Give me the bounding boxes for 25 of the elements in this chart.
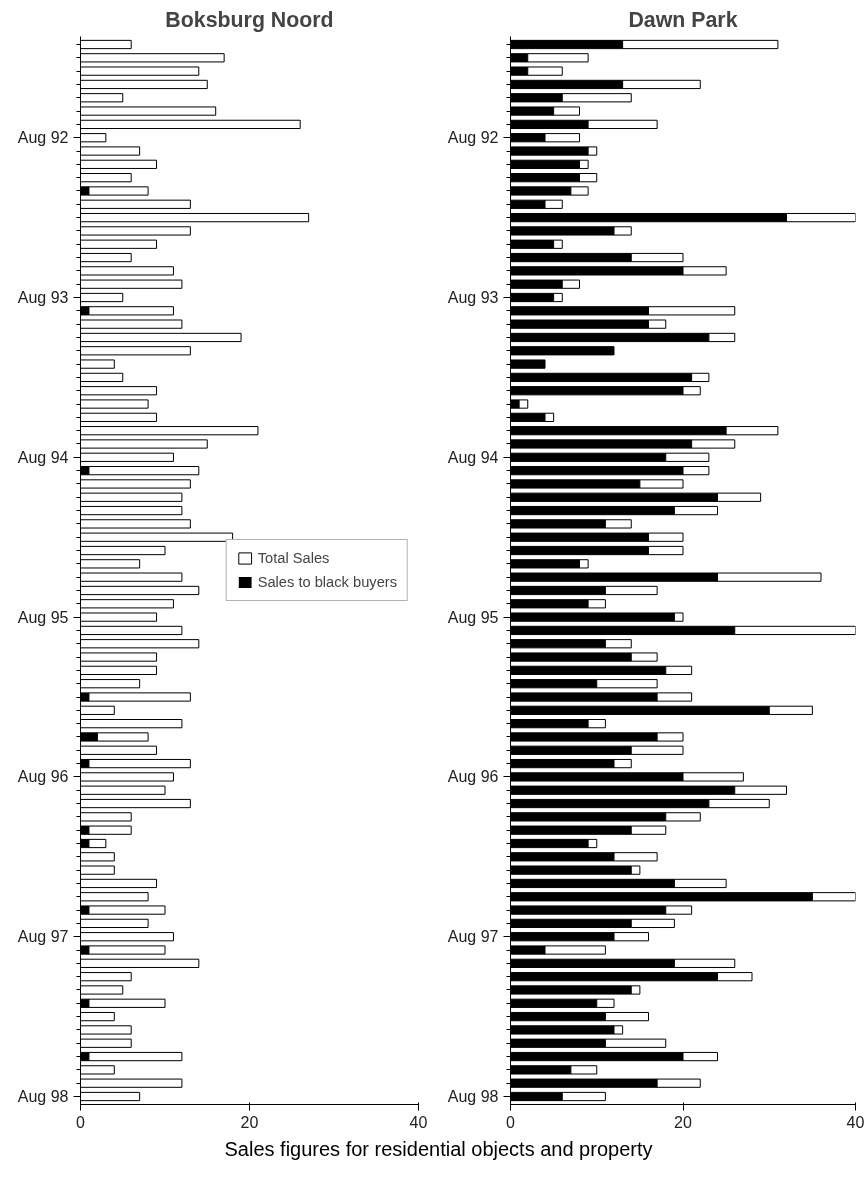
y-tick-label: Aug 94 — [17, 448, 69, 466]
x-tick-label: 20 — [674, 1113, 692, 1131]
y-tick-label: Aug 96 — [447, 768, 499, 786]
chart-title: Dawn Park — [628, 7, 738, 32]
y-tick-label: Aug 94 — [447, 448, 499, 466]
y-tick-label: Aug 93 — [447, 289, 499, 307]
y-tick-label: Aug 98 — [17, 1088, 69, 1106]
y-tick-label: Aug 95 — [447, 608, 499, 626]
y-tick-label: Aug 95 — [17, 608, 69, 626]
legend-label: Sales to black buyers — [257, 574, 397, 590]
y-tick-label: Aug 93 — [17, 289, 69, 307]
x-axis-title: Sales figures for residential objects and property — [224, 1137, 653, 1162]
x-tick-label: 0 — [76, 1113, 86, 1131]
x-tick-label: 20 — [240, 1113, 259, 1131]
y-tick-label: Aug 97 — [17, 928, 69, 946]
y-tick-label: Aug 96 — [17, 768, 69, 786]
chart-title: Boksburg Noord — [165, 7, 334, 32]
y-tick-label: Aug 97 — [447, 928, 499, 946]
legend-label: Total Sales — [257, 550, 330, 566]
y-tick-label: Aug 98 — [447, 1088, 499, 1106]
x-tick-label: 40 — [409, 1113, 428, 1131]
x-tick-label: 0 — [506, 1113, 516, 1131]
x-tick-label: 40 — [846, 1113, 865, 1131]
y-tick-label: Aug 92 — [447, 129, 499, 147]
y-tick-label: Aug 92 — [17, 129, 69, 147]
